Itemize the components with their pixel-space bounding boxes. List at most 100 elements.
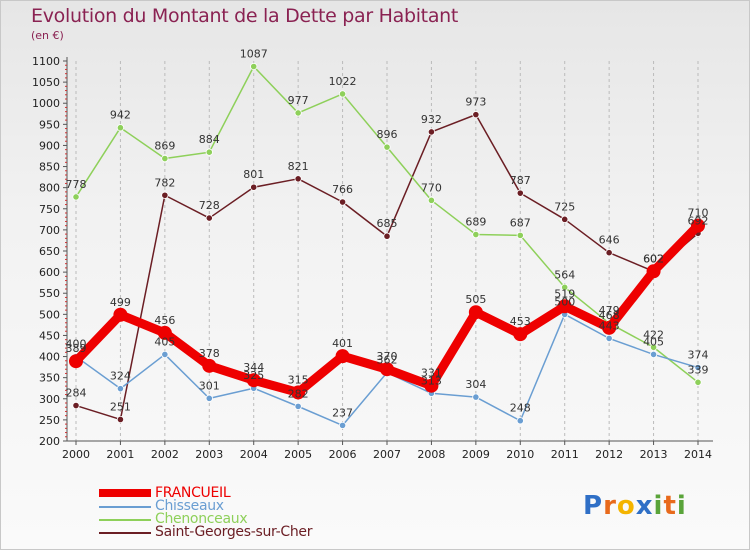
x-tick-label: 2000 — [62, 448, 90, 461]
y-tick-label: 350 — [39, 372, 60, 385]
data-point — [338, 198, 347, 206]
data-point — [291, 385, 306, 400]
data-point — [649, 343, 658, 351]
data-label: 685 — [377, 217, 398, 230]
data-point — [294, 402, 302, 410]
data-point — [605, 334, 613, 342]
chart-unit: (en €) — [31, 29, 64, 42]
data-point — [161, 154, 169, 163]
data-label: 304 — [465, 378, 486, 391]
data-point — [294, 109, 302, 117]
data-point — [383, 232, 391, 240]
legend-label-chenonceaux: Chenonceaux — [155, 511, 248, 527]
data-point — [294, 175, 302, 183]
data-point — [113, 307, 128, 322]
logo-letter: i — [676, 491, 687, 521]
data-point — [694, 378, 702, 386]
y-tick-label: 900 — [39, 139, 60, 152]
data-point — [691, 218, 705, 233]
data-label: 237 — [332, 406, 353, 419]
data-label: 331 — [421, 367, 442, 380]
data-label: 374 — [688, 349, 709, 362]
data-label: 370 — [377, 350, 398, 363]
data-point — [472, 111, 480, 119]
data-point — [205, 148, 213, 156]
data-label: 766 — [332, 183, 353, 196]
data-label: 884 — [199, 133, 220, 146]
y-tick-label: 800 — [39, 182, 60, 195]
y-tick-label: 250 — [39, 414, 60, 427]
legend-label-francueil: FRANCUEIL — [155, 485, 231, 501]
logo-letter: P — [583, 491, 604, 521]
data-label: 362 — [377, 354, 398, 367]
y-tick-label: 700 — [39, 224, 60, 237]
data-label: 692 — [688, 214, 709, 227]
data-label: 778 — [66, 178, 87, 191]
logo-letter: r — [603, 491, 617, 521]
y-tick-label: 550 — [39, 287, 60, 300]
data-point — [161, 350, 169, 359]
x-tick-label: 2010 — [506, 448, 534, 461]
y-tick-label: 950 — [39, 118, 60, 131]
data-point — [468, 305, 483, 320]
x-tick-label: 2002 — [151, 448, 179, 461]
data-point — [472, 230, 480, 239]
data-label: 646 — [599, 234, 620, 247]
data-point — [472, 393, 480, 401]
data-label: 315 — [288, 373, 309, 386]
data-point — [427, 128, 436, 136]
logo-letter: t — [663, 491, 677, 521]
data-label: 325 — [243, 369, 264, 382]
data-label: 248 — [510, 402, 531, 415]
data-label: 687 — [510, 216, 531, 229]
data-point — [424, 378, 439, 393]
data-label: 443 — [599, 319, 620, 332]
y-tick-label: 1050 — [32, 76, 60, 89]
data-point — [557, 299, 572, 314]
data-label: 405 — [643, 335, 664, 348]
data-point — [516, 231, 524, 239]
y-tick-label: 200 — [39, 435, 60, 448]
data-label: 339 — [688, 363, 709, 376]
data-point — [646, 264, 661, 279]
data-point — [116, 124, 125, 132]
data-label: 710 — [688, 207, 709, 220]
data-label: 500 — [554, 295, 575, 308]
data-label: 1022 — [329, 75, 357, 88]
data-label: 942 — [110, 109, 131, 122]
logo-letter: i — [653, 491, 664, 521]
y-tick-label: 600 — [39, 266, 60, 279]
x-tick-label: 2004 — [240, 448, 268, 461]
data-point — [383, 143, 391, 151]
data-label: 389 — [66, 342, 87, 355]
data-label: 284 — [66, 387, 87, 400]
data-label: 821 — [288, 160, 309, 173]
data-label: 401 — [332, 337, 353, 350]
x-tick-label: 2003 — [195, 448, 223, 461]
y-tick-label: 300 — [39, 393, 60, 406]
data-label: 422 — [643, 328, 664, 341]
data-label: 301 — [199, 379, 220, 392]
data-label: 564 — [554, 268, 575, 281]
data-label: 602 — [643, 252, 664, 265]
data-label: 378 — [199, 347, 220, 360]
data-point — [202, 358, 217, 373]
data-label: 251 — [110, 400, 131, 413]
x-tick-label: 2005 — [284, 448, 312, 461]
data-label: 787 — [510, 174, 531, 187]
data-point — [516, 189, 524, 197]
data-label: 1087 — [240, 47, 268, 60]
data-label: 932 — [421, 113, 442, 126]
data-label: 505 — [465, 293, 486, 306]
y-tick-label: 1100 — [32, 55, 60, 68]
data-point — [516, 417, 524, 425]
x-tick-label: 2007 — [373, 448, 401, 461]
x-tick-label: 2014 — [684, 448, 712, 461]
y-tick-label: 1000 — [32, 97, 60, 110]
legend-swatch-francueil — [99, 489, 151, 497]
x-tick-label: 2009 — [462, 448, 490, 461]
data-point — [116, 415, 125, 424]
data-label: 801 — [243, 168, 264, 181]
